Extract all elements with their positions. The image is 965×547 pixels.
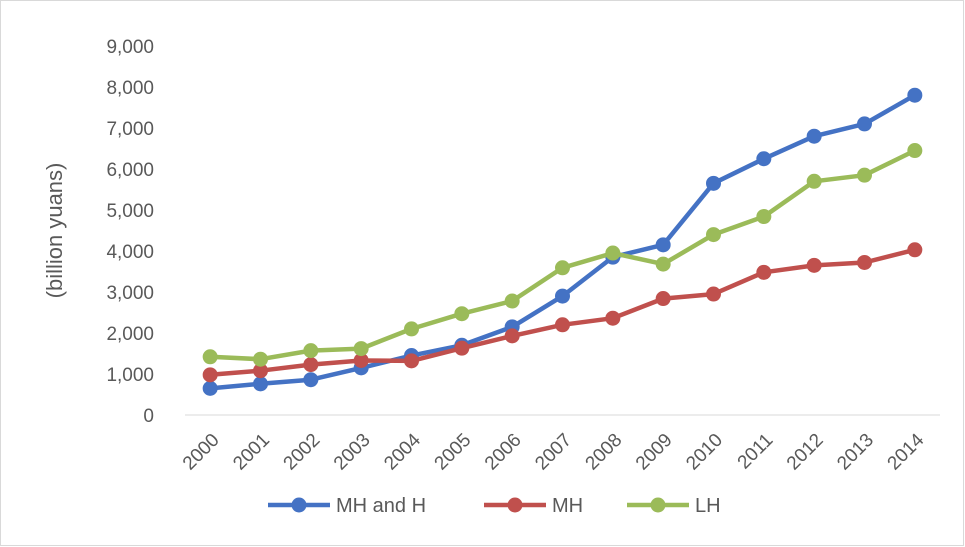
- data-point: [806, 128, 822, 144]
- data-point: [756, 151, 772, 167]
- data-point: [253, 363, 268, 379]
- legend-marker: [507, 497, 523, 513]
- data-point: [303, 357, 319, 373]
- data-point: [353, 341, 369, 357]
- data-point: [504, 293, 520, 309]
- data-point: [706, 175, 721, 191]
- data-point: [303, 372, 319, 388]
- data-point: [605, 245, 621, 261]
- data-point: [907, 87, 923, 103]
- data-point: [253, 376, 268, 392]
- series-group: [202, 242, 923, 383]
- data-point: [756, 264, 772, 280]
- y-tick-label: 6,000: [106, 160, 154, 181]
- legend-label: LH: [695, 495, 721, 517]
- y-tick-label: 3,000: [106, 283, 154, 304]
- data-point: [555, 317, 570, 333]
- data-point: [202, 367, 218, 383]
- y-tick-label: 9,000: [106, 37, 154, 58]
- legend-label: MH: [552, 495, 583, 517]
- y-tick-label: 5,000: [106, 201, 154, 222]
- data-point: [454, 340, 470, 356]
- series-layer: [202, 87, 923, 396]
- data-point: [454, 306, 470, 322]
- legend: MH and H MH LH: [268, 495, 721, 517]
- y-tick-label: 1,000: [106, 365, 154, 386]
- data-point: [907, 242, 923, 258]
- data-point: [655, 256, 671, 272]
- data-point: [756, 209, 772, 225]
- data-point: [555, 260, 570, 276]
- data-point: [303, 343, 319, 359]
- data-point: [253, 351, 268, 367]
- y-tick-label: 4,000: [106, 242, 154, 263]
- data-point: [857, 116, 872, 132]
- legend-marker: [291, 497, 307, 513]
- legend-marker: [650, 497, 666, 513]
- y-tick-label: 7,000: [106, 119, 154, 140]
- y-tick-label: 8,000: [106, 78, 154, 99]
- data-point: [806, 257, 822, 273]
- data-point: [555, 288, 570, 304]
- data-point: [353, 352, 369, 368]
- data-point: [404, 353, 419, 369]
- data-point: [857, 254, 872, 270]
- data-point: [857, 167, 872, 183]
- data-point: [706, 286, 721, 302]
- data-point: [202, 349, 218, 365]
- data-point: [655, 237, 671, 253]
- y-tick-label: 2,000: [106, 324, 154, 345]
- data-point: [504, 328, 520, 344]
- data-point: [706, 227, 721, 243]
- y-axis-ticks: 0 1,000 2,000 3,000 4,000 5,000 6,000 7,000 8,00…: [106, 37, 154, 427]
- data-point: [202, 380, 218, 396]
- y-tick-label: 0: [143, 406, 154, 427]
- y-axis-label: (billion yuans): [42, 163, 67, 299]
- data-point: [806, 173, 822, 189]
- series-group: [202, 143, 923, 367]
- data-point: [655, 291, 671, 307]
- legend-label: MH and H: [336, 495, 426, 517]
- data-point: [404, 321, 419, 337]
- data-point: [907, 143, 923, 159]
- data-point: [605, 310, 621, 326]
